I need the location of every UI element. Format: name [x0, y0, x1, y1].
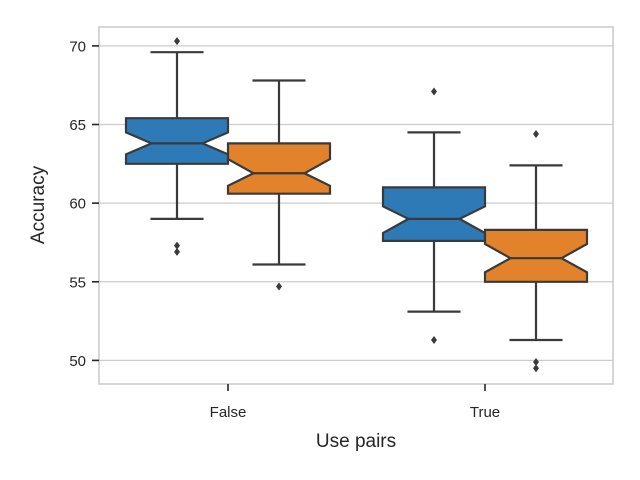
y-tick-label: 65 [69, 117, 86, 134]
plot-frame [98, 26, 614, 385]
outlier-point [174, 241, 180, 250]
y-tick-label: 60 [69, 196, 86, 213]
notched-box [483, 228, 589, 283]
outlier-point [533, 364, 539, 373]
y-tick-label: 55 [69, 274, 86, 291]
outlier-point [431, 335, 437, 344]
notched-box [124, 117, 230, 165]
outlier-point [431, 87, 437, 96]
axes: 50 55 60 65 70 False True [69, 38, 500, 421]
outlier-point [533, 129, 539, 138]
notched-box [226, 142, 332, 195]
x-tick-label: False [210, 404, 247, 421]
notched-box [381, 186, 487, 242]
y-axis-title: Accuracy [28, 165, 49, 244]
y-tick-label: 70 [69, 38, 86, 55]
outlier-point [174, 247, 180, 256]
x-tick-label: True [470, 404, 500, 421]
y-tick-label: 50 [69, 353, 86, 370]
outlier-point [174, 37, 180, 46]
boxes [124, 37, 589, 373]
x-axis-title: Use pairs [316, 431, 396, 452]
outlier-point [533, 357, 539, 366]
outlier-point [276, 282, 282, 291]
